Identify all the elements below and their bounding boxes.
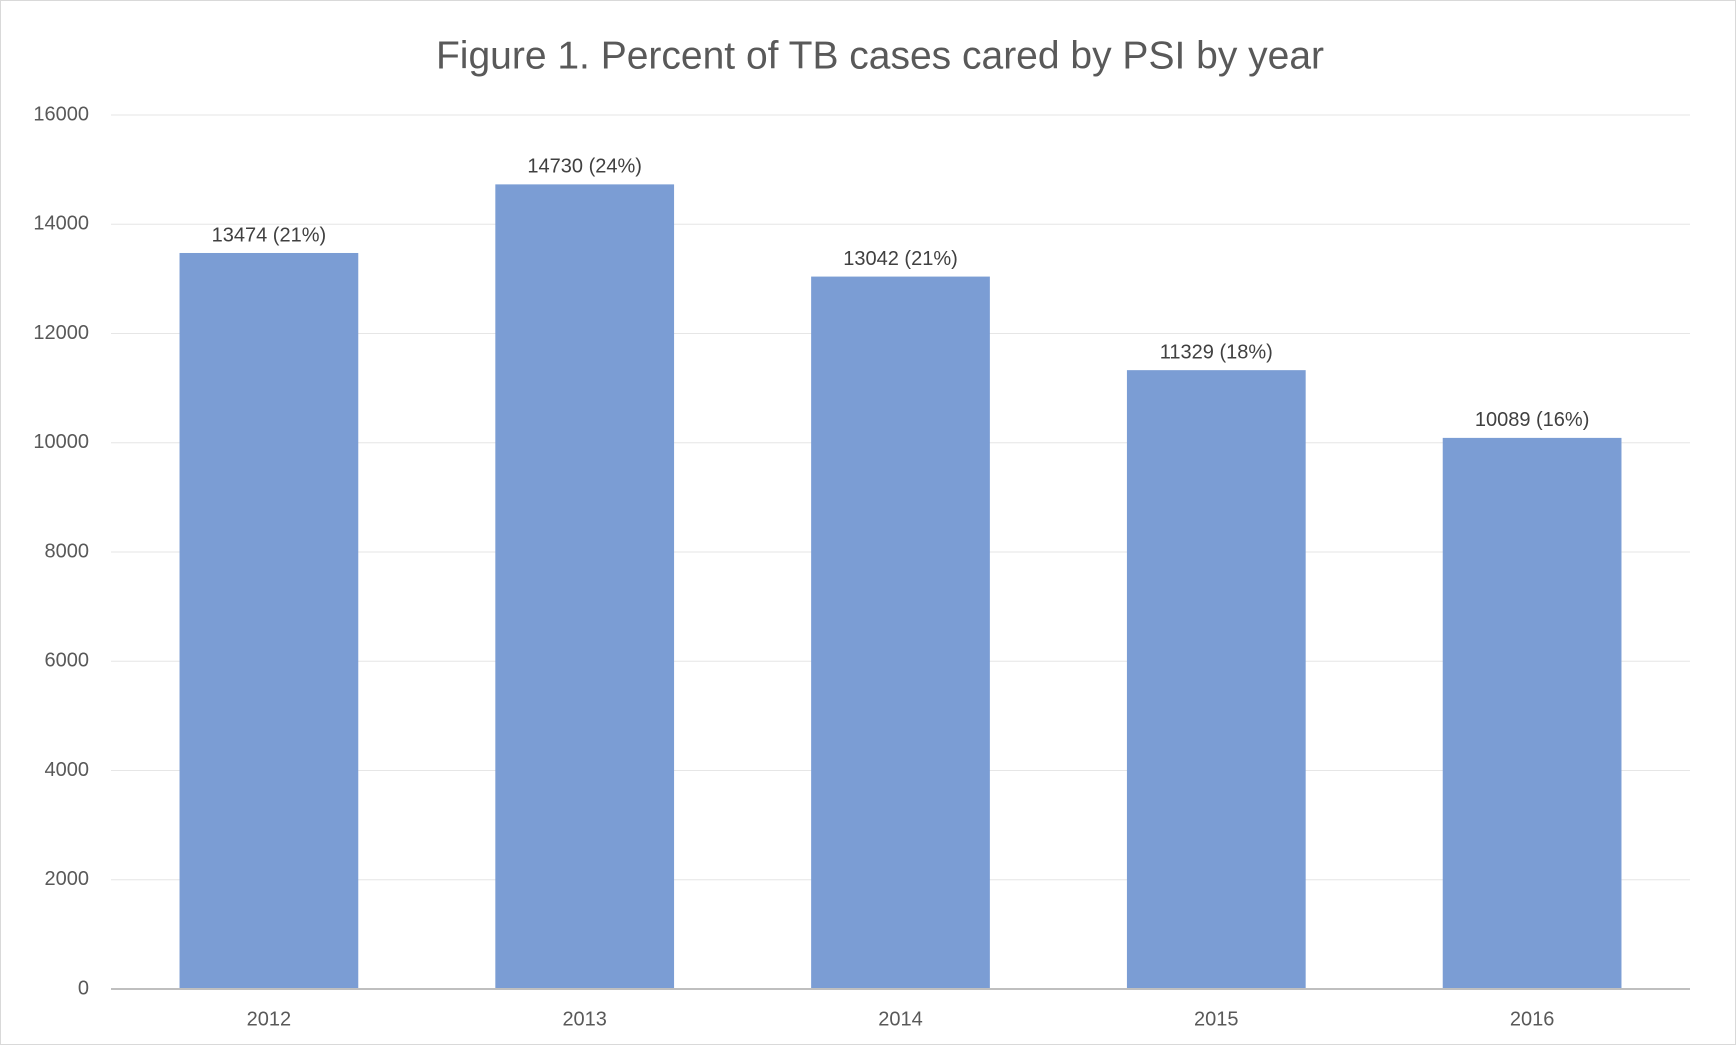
y-tick-label: 0 — [78, 977, 89, 999]
bar — [811, 276, 990, 989]
y-tick-label: 8000 — [45, 540, 90, 562]
chart-title: Figure 1. Percent of TB cases cared by P… — [436, 34, 1324, 77]
y-tick-label: 14000 — [33, 213, 89, 235]
data-label: 11329 (18%) — [1160, 341, 1273, 363]
bar — [1126, 370, 1306, 989]
y-tick-label: 12000 — [33, 322, 89, 344]
x-tick-label: 2016 — [1510, 1008, 1555, 1030]
y-tick-label: 16000 — [33, 103, 89, 125]
data-label: 14730 (24%) — [527, 156, 642, 178]
x-tick-label: 2015 — [1194, 1008, 1239, 1030]
x-tick-label: 2013 — [562, 1008, 607, 1030]
y-tick-label: 4000 — [45, 759, 90, 781]
x-tick-label: 2014 — [878, 1008, 923, 1030]
y-tick-label: 2000 — [45, 868, 90, 890]
data-label: 13042 (21%) — [843, 248, 958, 270]
data-label: 10089 (16%) — [1475, 409, 1590, 431]
y-tick-label: 10000 — [33, 431, 89, 453]
bar — [1442, 437, 1622, 989]
data-label: 13474 (21%) — [212, 224, 327, 246]
bar — [495, 184, 675, 989]
x-tick-label: 2012 — [247, 1008, 292, 1030]
bar — [179, 252, 359, 989]
y-tick-label: 6000 — [45, 650, 90, 672]
